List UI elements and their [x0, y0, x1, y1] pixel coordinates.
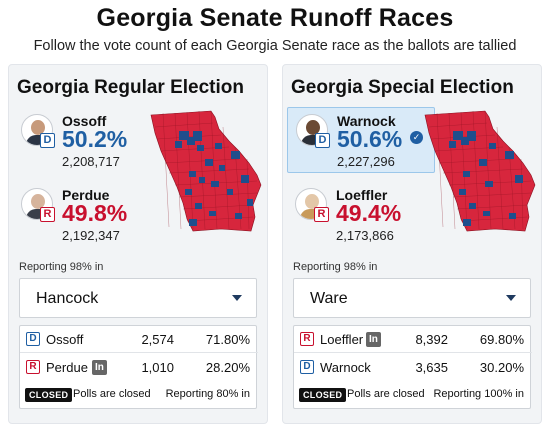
candidate-percent: 49.4% — [336, 200, 402, 226]
avatar — [21, 114, 53, 146]
party-badge: D — [26, 332, 40, 346]
results-footer: CLOSED Polls are closed Reporting 80% in — [20, 384, 258, 406]
county-map[interactable] — [149, 107, 267, 235]
polls-status-text: Polls are closed — [73, 388, 151, 400]
party-badge: D — [40, 133, 55, 148]
closed-badge: CLOSED — [299, 388, 347, 402]
results-footer: CLOSED Polls are closed Reporting 100% i… — [294, 384, 532, 406]
county-dropdown[interactable]: Hancock — [19, 278, 257, 318]
county-map[interactable] — [423, 107, 541, 235]
candidate-votes: 2,208,717 — [62, 154, 120, 169]
result-share: 69.80% — [479, 332, 524, 347]
county-lines — [428, 110, 532, 230]
candidate-votes: 2,192,347 — [62, 228, 120, 243]
candidate-votes: 2,227,296 — [337, 154, 395, 169]
candidate-percent: 50.6% — [337, 126, 403, 152]
result-votes: 3,635 — [415, 360, 448, 375]
party-badge: R — [26, 360, 40, 374]
reporting-status: Reporting 98% in — [293, 261, 378, 273]
table-row: D Ossoff 2,574 71.80% — [20, 326, 258, 353]
result-votes: 2,574 — [141, 332, 174, 347]
result-candidate-name: Warnock — [320, 360, 371, 375]
county-lines — [154, 110, 258, 230]
party-badge: D — [300, 360, 314, 374]
page-subtitle: Follow the vote count of each Georgia Se… — [33, 38, 517, 54]
result-candidate-name: Perdue — [46, 360, 88, 375]
party-badge: R — [314, 207, 329, 222]
result-votes: 8,392 — [415, 332, 448, 347]
chevron-down-icon[interactable] — [232, 295, 242, 301]
result-share: 71.80% — [205, 332, 250, 347]
result-share: 28.20% — [205, 360, 250, 375]
race-title: Georgia Special Election — [291, 77, 514, 98]
avatar — [21, 188, 53, 220]
result-votes: 1,010 — [141, 360, 174, 375]
chevron-down-icon[interactable] — [506, 295, 516, 301]
county-dropdown[interactable]: Ware — [293, 278, 531, 318]
dem-counties — [449, 131, 523, 226]
race-title: Georgia Regular Election — [17, 77, 244, 98]
table-row: D Warnock 3,635 30.20% — [294, 354, 532, 381]
reporting-status: Reporting 98% in — [19, 261, 104, 273]
candidate-name: Warnock — [337, 113, 396, 129]
incumbent-badge: In — [92, 360, 107, 375]
candidate-card-ossoff[interactable]: D Ossoff 50.2% 2,208,717 — [13, 109, 161, 175]
party-badge: R — [40, 207, 55, 222]
county-dropdown-value: Ware — [310, 290, 348, 307]
result-candidate-name: Loeffler — [320, 332, 364, 347]
polls-status-text: Polls are closed — [347, 388, 425, 400]
candidate-name: Perdue — [62, 187, 110, 203]
table-row: R Perdue In 1,010 28.20% — [20, 354, 258, 381]
candidate-card-loeffler[interactable]: R Loeffler 49.4% 2,173,866 — [287, 183, 435, 249]
incumbent-badge: In — [366, 332, 381, 347]
candidate-percent: 50.2% — [62, 126, 128, 152]
page-title: Georgia Senate Runoff Races — [96, 4, 454, 32]
candidate-card-perdue[interactable]: R Perdue 49.8% 2,192,347 — [13, 183, 161, 249]
county-results-table: R Loeffler In 8,392 69.80% D Warnock 3,6… — [293, 325, 532, 409]
table-row: R Loeffler In 8,392 69.80% — [294, 326, 532, 353]
race-panel-regular: Georgia Regular Election D Ossoff 50.2% … — [8, 64, 268, 424]
party-badge: D — [315, 133, 330, 148]
race-panel-special: Georgia Special Election D Warnock 50.6%… — [282, 64, 542, 424]
party-badge: R — [300, 332, 314, 346]
county-dropdown-value: Hancock — [36, 290, 99, 307]
result-share: 30.20% — [479, 360, 524, 375]
candidate-name: Loeffler — [336, 187, 388, 203]
county-reporting: Reporting 100% in — [433, 388, 524, 400]
county-reporting: Reporting 80% in — [165, 388, 250, 400]
candidate-votes: 2,173,866 — [336, 228, 394, 243]
candidate-card-warnock[interactable]: D Warnock 50.6% ✓ 2,227,296 — [287, 107, 435, 173]
candidate-name: Ossoff — [62, 113, 107, 129]
checkmark-icon: ✓ — [410, 131, 423, 144]
candidate-percent: 49.8% — [62, 200, 128, 226]
county-results-table: D Ossoff 2,574 71.80% R Perdue In 1,010 … — [19, 325, 258, 409]
closed-badge: CLOSED — [25, 388, 73, 402]
dem-counties — [175, 131, 253, 226]
result-candidate-name: Ossoff — [46, 332, 84, 347]
